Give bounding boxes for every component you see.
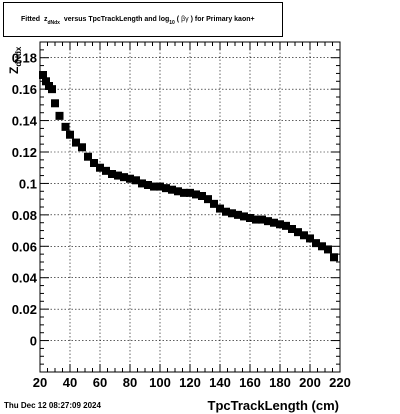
- data-point: [42, 77, 50, 86]
- y-tick-label: 0.08: [12, 208, 37, 223]
- data-point: [72, 138, 80, 147]
- data-point: [78, 143, 86, 152]
- data-point: [174, 187, 182, 196]
- y-tick-label: 0.06: [12, 239, 37, 254]
- data-point: [48, 85, 56, 94]
- data-point: [168, 185, 176, 194]
- y-axis-label-main: Z: [7, 67, 21, 74]
- data-point: [312, 239, 320, 248]
- y-tick-label: 0: [30, 334, 37, 349]
- data-point: [282, 221, 290, 230]
- data-point: [222, 207, 230, 216]
- x-axis-label: TpcTrackLength (cm): [208, 398, 339, 413]
- title-middle: versus TpcTrackLength and log: [63, 16, 170, 23]
- x-tick-label: 200: [299, 375, 321, 390]
- data-point: [192, 190, 200, 199]
- data-point: [90, 159, 98, 167]
- data-point: [246, 214, 254, 222]
- y-axis-label-group: ZdNdx: [7, 46, 23, 74]
- data-point: [210, 199, 218, 208]
- data-point: [186, 188, 194, 197]
- x-tick-label: 40: [63, 375, 77, 390]
- y-tick-label: 0.04: [12, 271, 38, 286]
- data-point: [180, 188, 188, 197]
- data-point: [61, 122, 70, 131]
- data-point: [162, 184, 170, 193]
- data-point: [198, 192, 206, 200]
- title-suffix: for Primary kaon+: [194, 16, 255, 23]
- data-point: [288, 225, 296, 233]
- data-point: [270, 218, 278, 227]
- data-point: [132, 176, 140, 185]
- x-tick-label: 100: [149, 375, 171, 390]
- data-point: [96, 163, 104, 172]
- data-point: [318, 242, 326, 251]
- data-point: [39, 71, 47, 79]
- data-points: [39, 71, 338, 262]
- y-tick-label: 0.12: [12, 145, 37, 160]
- data-point: [66, 130, 74, 139]
- title-prefix: Fitted: [21, 16, 41, 23]
- y-axis-label: ZdNdx: [7, 46, 23, 74]
- timestamp: Thu Dec 12 08:27:09 2024: [4, 401, 101, 410]
- data-point: [204, 195, 212, 204]
- x-tick-label: 80: [123, 375, 137, 390]
- title-gamma: γ: [185, 16, 189, 23]
- axis-tick-labels: 20 40 60 80 100 120 140 160 180 200 220 0 0.02 0.04 0.…: [12, 51, 351, 390]
- plot-frame: [39, 41, 341, 373]
- data-point: [276, 220, 284, 229]
- title-var: z: [43, 16, 48, 23]
- data-point: [150, 182, 158, 191]
- data-point: [126, 174, 134, 183]
- data-point: [300, 231, 308, 240]
- data-point: [114, 171, 122, 180]
- data-point: [108, 170, 116, 178]
- title-paren-open: (: [176, 16, 180, 23]
- x-tick-label: 180: [269, 375, 291, 390]
- data-point: [102, 166, 110, 175]
- data-point: [156, 182, 164, 191]
- data-point: [138, 179, 146, 188]
- y-tick-label: 0.18: [12, 51, 37, 66]
- data-point: [216, 204, 224, 213]
- chart-title: Fitted zdNdx versus TpcTrackLength and l…: [21, 16, 255, 26]
- x-tick-label: 220: [329, 375, 351, 390]
- data-point: [264, 217, 272, 226]
- y-tick-label: 0.14: [12, 114, 38, 129]
- data-point: [294, 228, 302, 237]
- data-point: [144, 181, 152, 189]
- data-point: [324, 245, 332, 254]
- x-tick-label: 120: [179, 375, 201, 390]
- data-point: [55, 111, 64, 120]
- data-point: [84, 152, 92, 161]
- x-tick-label: 160: [239, 375, 261, 390]
- title-beta: β: [181, 16, 186, 23]
- data-point: [252, 215, 260, 224]
- data-point: [120, 173, 128, 182]
- x-tick-label: 60: [93, 375, 107, 390]
- title-paren-close: ): [190, 16, 193, 23]
- data-point: [258, 215, 266, 224]
- x-tick-label: 20: [33, 375, 47, 390]
- data-point: [330, 253, 338, 262]
- title-log-sub: 10: [169, 20, 175, 26]
- data-point: [240, 212, 248, 221]
- data-point: [234, 210, 242, 219]
- data-point: [51, 99, 59, 108]
- grid: [40, 42, 340, 372]
- data-point: [228, 209, 236, 218]
- data-point: [306, 234, 314, 243]
- y-axis-label-sub: dNdx: [14, 46, 23, 67]
- y-tick-label: 0.16: [12, 82, 37, 97]
- y-tick-label: 0.1: [19, 176, 37, 191]
- y-tick-label: 0.02: [12, 302, 37, 317]
- title-var-sub: dNdx: [47, 20, 60, 26]
- title-box: Fitted zdNdx versus TpcTrackLength and l…: [3, 2, 283, 37]
- x-tick-label: 140: [209, 375, 231, 390]
